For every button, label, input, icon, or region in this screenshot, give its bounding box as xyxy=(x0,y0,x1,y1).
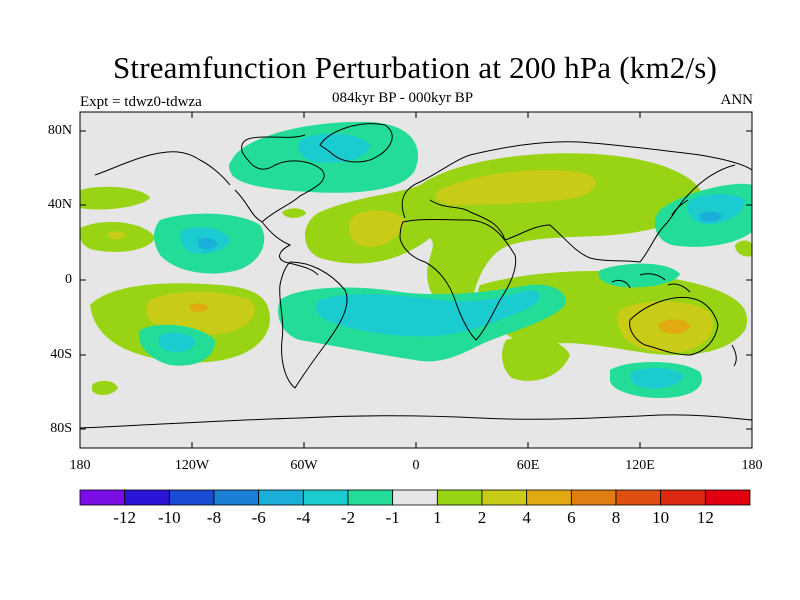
colorbar-label: -1 xyxy=(385,508,400,527)
colorbar-swatch xyxy=(660,489,706,506)
colorbar-swatch xyxy=(213,489,260,506)
y-tick-label: 80S xyxy=(50,421,72,436)
colorbar-swatch xyxy=(258,489,304,506)
colorbar-label: 10 xyxy=(652,508,670,527)
colorbar-label: 6 xyxy=(567,508,576,527)
colorbar-swatch xyxy=(392,489,438,506)
coastlines xyxy=(80,123,752,429)
season-label: ANN xyxy=(720,92,754,108)
map-field xyxy=(80,112,752,448)
colorbar-swatch xyxy=(526,489,572,506)
y-tick-label: 0 xyxy=(65,272,72,287)
colorbar-label: 2 xyxy=(477,508,487,527)
y-tick-label: 80N xyxy=(47,123,72,138)
colorbar-label: -8 xyxy=(206,508,222,527)
contour-positive-level3 xyxy=(190,303,690,334)
x-tick-label: 60E xyxy=(516,458,540,473)
colorbar-swatch xyxy=(79,489,126,506)
colorbar-label: -2 xyxy=(340,508,356,527)
x-tick-label: 180 xyxy=(69,458,91,473)
colorbar-swatch xyxy=(704,489,751,506)
colorbar-swatch xyxy=(436,489,483,506)
colorbar-swatch xyxy=(302,489,349,506)
colorbar-swatch xyxy=(124,489,170,506)
colorbar-label: 4 xyxy=(522,508,531,527)
experiment-label: Expt = tdwz0-tdwza xyxy=(80,94,202,110)
contour-negative-level3 xyxy=(198,211,722,250)
chart-title: Streamfunction Perturbation at 200 hPa (… xyxy=(112,50,718,85)
colorbar-label: -6 xyxy=(251,508,266,527)
colorbar-swatch xyxy=(615,489,662,506)
y-tick-label: 40S xyxy=(50,347,72,362)
colorbar-swatch xyxy=(481,489,528,506)
colorbar xyxy=(79,489,751,506)
colorbar-swatch xyxy=(168,489,215,506)
axis-ticks xyxy=(80,112,752,448)
contour-negative-level2 xyxy=(158,133,745,389)
colorbar-label: -12 xyxy=(113,508,136,527)
x-tick-label: 120W xyxy=(174,458,210,473)
colorbar-label: 1 xyxy=(433,508,442,527)
chart-subtitle: 084kyr BP - 000kyr BP xyxy=(332,90,474,106)
x-tick-label: 120E xyxy=(625,458,655,473)
colorbar-label: 8 xyxy=(611,508,621,527)
colorbar-swatch xyxy=(347,489,394,506)
y-tick-label: 40N xyxy=(47,197,72,212)
colorbar-label: -10 xyxy=(157,508,181,527)
colorbar-label: -4 xyxy=(296,508,311,527)
x-tick-label: 0 xyxy=(412,458,420,473)
colorbar-swatch xyxy=(570,489,617,506)
colorbar-label: 12 xyxy=(696,508,714,527)
x-tick-label: 60W xyxy=(290,458,318,473)
x-tick-label: 180 xyxy=(741,458,763,473)
